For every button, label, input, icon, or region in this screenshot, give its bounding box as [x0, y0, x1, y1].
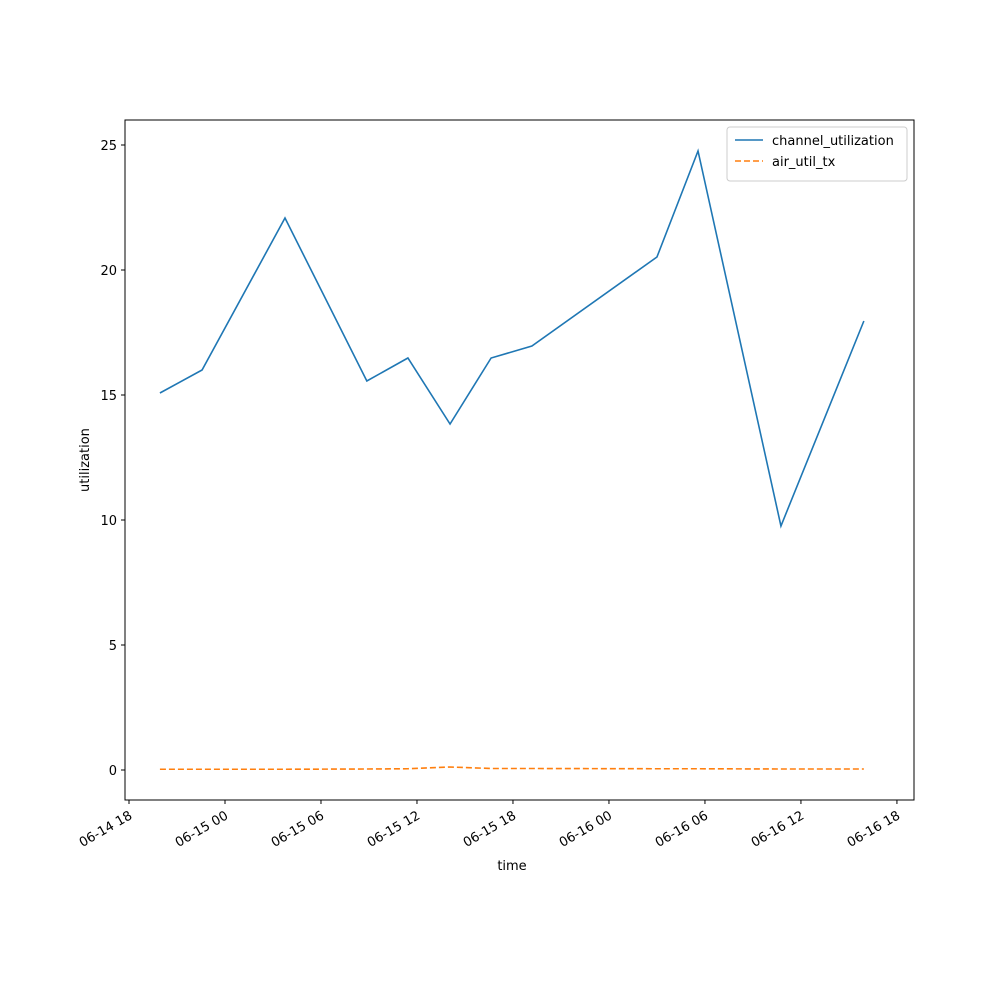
- plot-frame: [124, 119, 915, 801]
- x-tick-label: 06-16 18: [845, 808, 903, 850]
- y-tick-label: 5: [109, 639, 117, 654]
- y-tick-label: 15: [100, 389, 117, 404]
- x-tick-label: 06-15 00: [173, 808, 231, 850]
- y-tick-label: 25: [100, 139, 117, 154]
- data-line: [159, 148, 865, 529]
- legend: channel_utilization air_util_tx: [726, 126, 908, 182]
- y-axis-label: utilization: [78, 428, 93, 492]
- x-tick-label: 06-16 06: [653, 808, 711, 850]
- x-tick-label: 06-16 00: [557, 808, 615, 850]
- legend-box: [726, 126, 908, 182]
- y-tick-label: 20: [100, 264, 117, 279]
- x-tick-label: 06-16 12: [749, 808, 807, 850]
- x-tick-label: 06-14 18: [77, 808, 135, 850]
- x-axis-label: time: [497, 859, 526, 874]
- data-line: [159, 766, 864, 771]
- legend-label: channel_utilization: [772, 134, 894, 149]
- x-tick-label: 06-15 12: [365, 808, 423, 850]
- y-tick-label: 10: [100, 514, 117, 529]
- x-tick-label: 06-15 06: [269, 808, 327, 850]
- y-tick-label: 0: [109, 764, 117, 779]
- legend-label: air_util_tx: [772, 155, 836, 170]
- x-tick-label: 06-15 18: [461, 808, 519, 850]
